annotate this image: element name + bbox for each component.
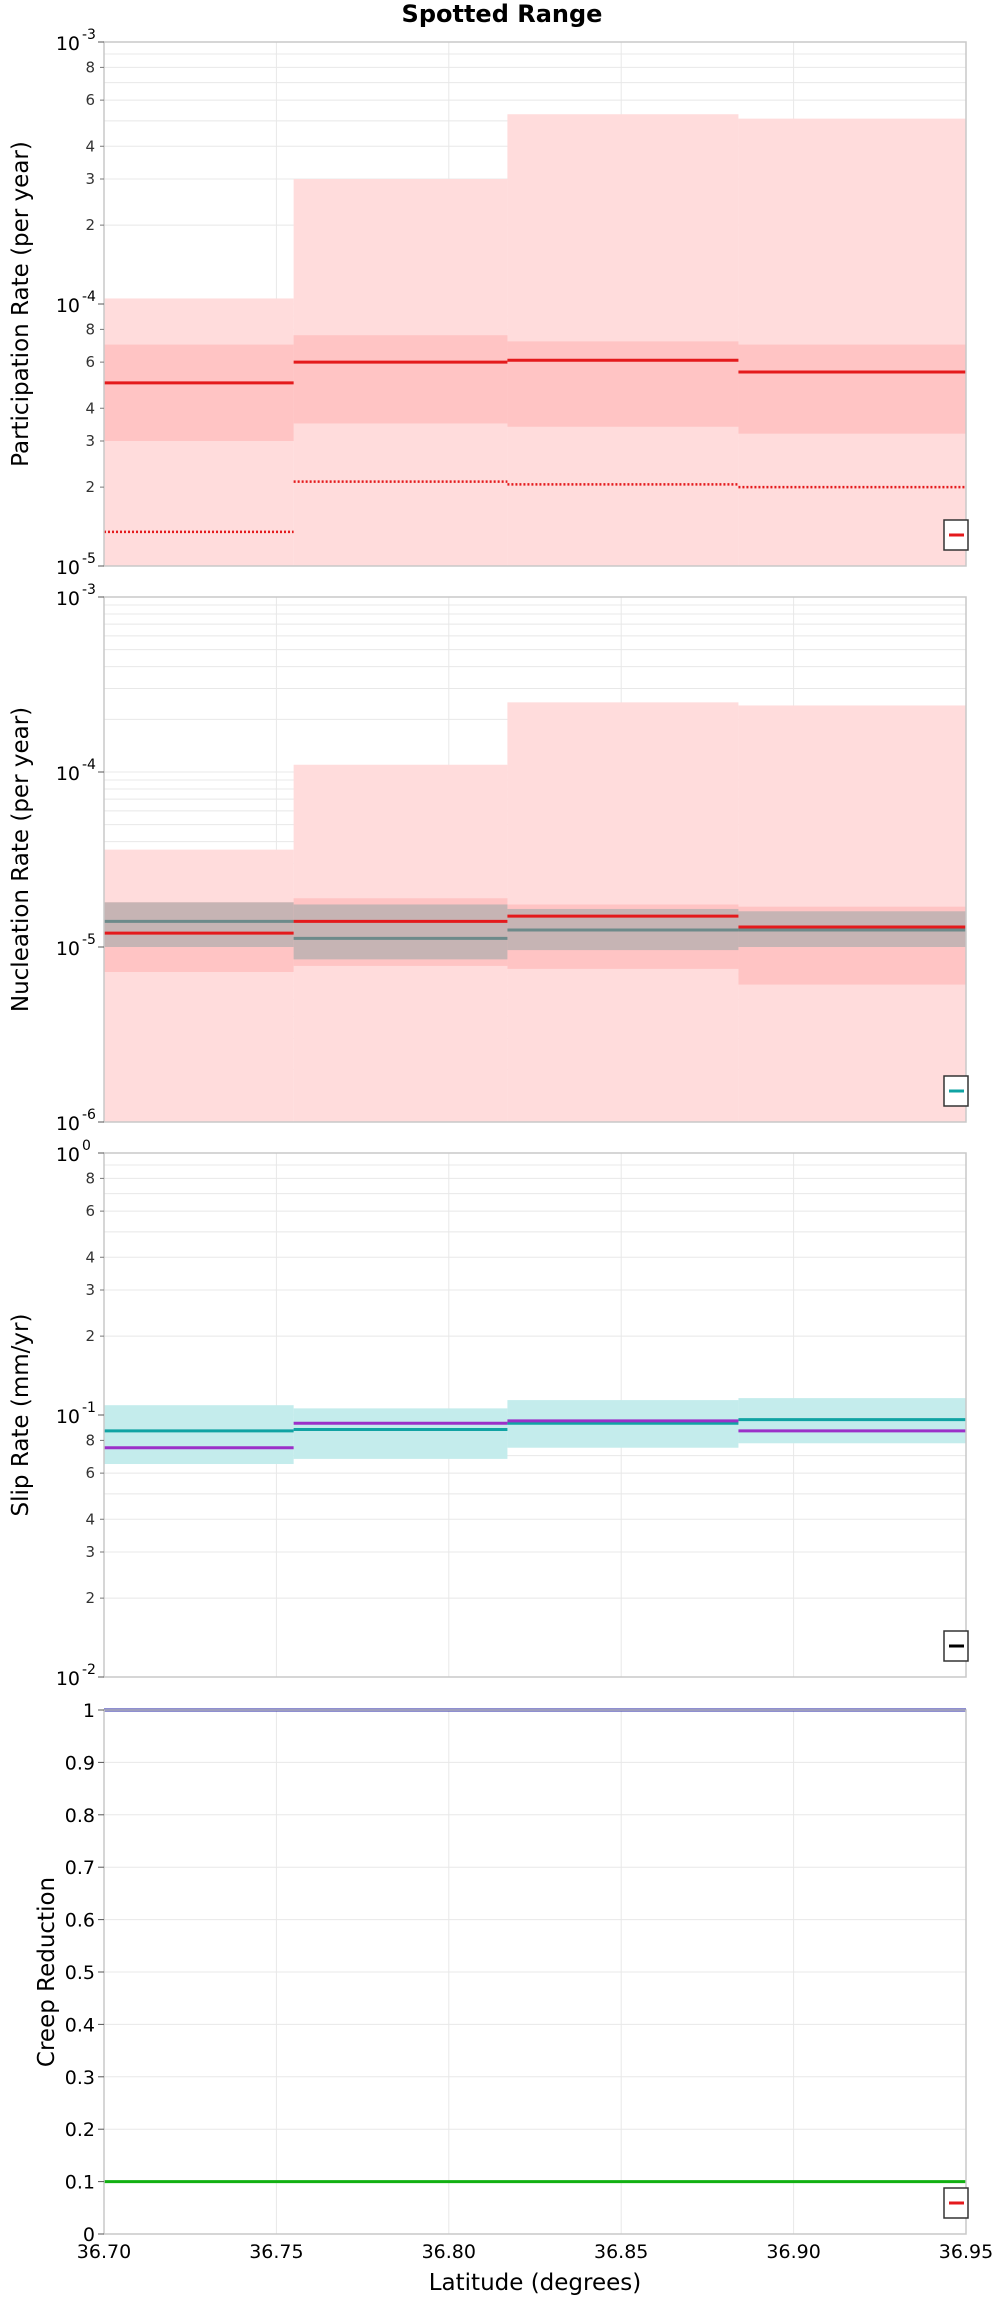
plot-frame [103,596,967,1123]
y-axis-label: Creep Reduction [34,1877,60,2067]
y-tick-label: 0.3 [65,2067,95,2089]
y-tick-exponent: -5 [82,551,96,567]
x-axis-label: Latitude (degrees) [429,2270,642,2296]
x-tick-label: 36.70 [77,2241,131,2263]
y-tick-exponent: -4 [82,289,96,305]
y-axis-label: Participation Rate (per year) [8,141,34,467]
uncertainty-band-1-bin-2 [293,1408,508,1459]
uncertainty-band-3-bin-2 [293,904,508,960]
x-tick-label: 36.95 [939,2241,993,2263]
y-tick-exponent: -2 [82,1662,96,1678]
y-minor-tick-label: 4 [85,399,95,417]
y-minor-tick-label: 3 [85,432,95,450]
y-tick-label: 0.6 [65,1910,95,1932]
uncertainty-band-1-bin-1 [104,1405,294,1465]
y-minor-tick-label: 8 [85,1431,95,1449]
y-tick-exponent: -5 [82,932,96,948]
uncertainty-band-2-bin-1 [104,344,294,441]
x-tick-label: 36.90 [766,2241,820,2263]
y-minor-tick-label: 6 [85,91,95,109]
uncertainty-band-2-bin-2 [293,335,508,424]
uncertainty-band-3-bin-1 [104,902,294,947]
y-tick-exponent: -4 [82,757,96,773]
y-tick-label: 10 [56,1113,80,1135]
y-tick-label: 0.4 [65,2014,95,2036]
y-tick-label: 10 [56,295,80,317]
y-minor-tick-label: 3 [85,170,95,188]
y-minor-tick-label: 2 [85,478,95,496]
y-minor-tick-label: 6 [85,1202,95,1220]
y-tick-label: 0.7 [65,1857,95,1879]
y-minor-tick-label: 2 [85,1327,95,1345]
y-minor-tick-label: 2 [85,1589,95,1607]
uncertainty-band-2-bin-3 [507,341,739,427]
y-tick-label: 1 [83,1700,95,1722]
x-tick-label: 36.85 [594,2241,648,2263]
uncertainty-band-2-bin-4 [738,344,966,434]
y-tick-label: 0.2 [65,2119,95,2141]
y-tick-label: 10 [56,557,80,579]
y-tick-exponent: -1 [82,1400,96,1416]
y-axis-label: Slip Rate (mm/yr) [8,1314,34,1517]
y-minor-tick-label: 2 [85,216,95,234]
y-minor-tick-label: 4 [85,1248,95,1266]
y-tick-exponent: -6 [82,1107,96,1123]
y-minor-tick-label: 4 [85,137,95,155]
y-tick-label: 10 [56,33,80,55]
y-axis-label: Nucleation Rate (per year) [8,707,34,1012]
uncertainty-band-1-bin-1 [104,849,294,1122]
y-minor-tick-label: 8 [85,1169,95,1187]
y-tick-label: 10 [56,1668,80,1690]
x-tick-label: 36.80 [422,2241,476,2263]
y-minor-tick-label: 6 [85,1464,95,1482]
y-minor-tick-label: 6 [85,353,95,371]
uncertainty-band-1-bin-4 [738,118,966,567]
y-tick-label: 0.5 [65,1962,95,1984]
y-minor-tick-label: 3 [85,1281,95,1299]
y-tick-label: 10 [56,588,80,610]
y-tick-label: 0.8 [65,1805,95,1827]
y-minor-tick-label: 3 [85,1543,95,1561]
panel-4: 0 0.1 0.2 0.3 0.4 0.5 0.6 0.7 0.8 0.9 1 Creep Reduc… [34,1700,993,2263]
y-tick-label: 0.1 [65,2172,95,2194]
chart-title: Spotted Range [402,0,603,28]
y-minor-tick-label: 4 [85,1510,95,1528]
y-tick-label: 10 [56,763,80,785]
x-tick-label: 36.75 [249,2241,303,2263]
y-tick-label: 10 [56,1144,80,1166]
y-minor-tick-label: 8 [85,58,95,76]
y-minor-tick-label: 8 [85,320,95,338]
uncertainty-band-1-bin-3 [507,114,739,567]
y-tick-label: 0.9 [65,1752,95,1774]
y-tick-exponent: 0 [82,1138,91,1154]
y-tick-label: 0 [83,2224,95,2246]
y-tick-label: 10 [56,938,80,960]
y-tick-exponent: -3 [82,27,96,43]
y-tick-label: 10 [56,1406,80,1428]
y-tick-exponent: -3 [82,582,96,598]
